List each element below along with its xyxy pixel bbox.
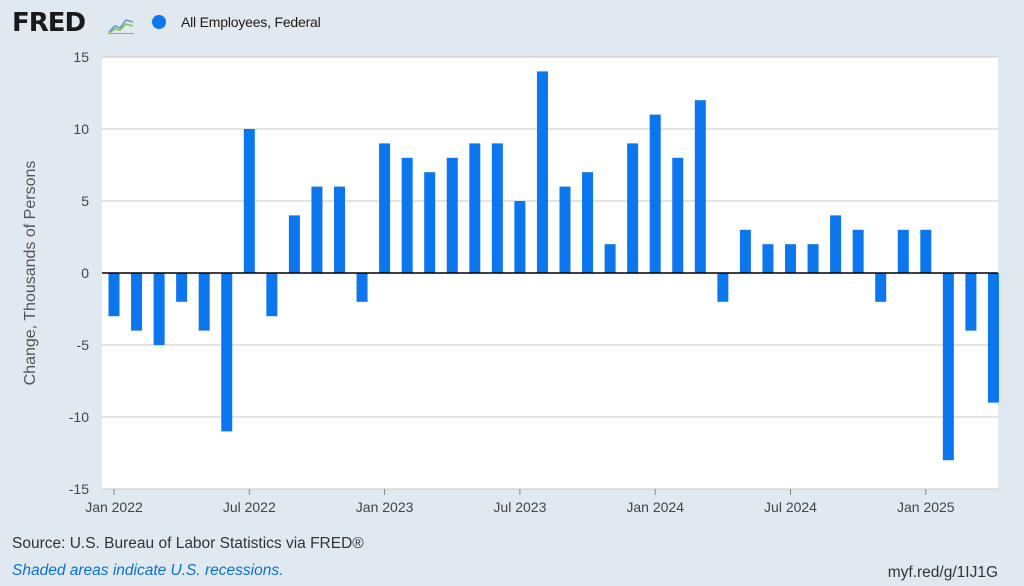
x-tick-label: Jan 2022 [85,499,143,515]
bar [176,273,188,302]
legend[interactable]: All Employees, Federal [152,14,321,30]
bar [491,143,503,273]
bar [739,229,751,273]
bar [785,244,796,273]
bar [243,129,255,273]
y-axis-title: Change, Thousands of Persons [22,161,39,386]
bar [604,244,616,273]
bar [131,273,143,331]
bar [153,273,165,345]
x-tick-label: Jan 2024 [626,499,684,515]
bar [920,229,932,273]
bar [334,186,345,273]
y-tick-label: 5 [81,193,89,209]
y-tick-label: 15 [73,49,89,65]
legend-marker [152,15,166,29]
bar [356,273,368,302]
bar [446,157,458,273]
bar [875,273,887,302]
short-link[interactable]: myf.red/g/1IJ1G [887,564,998,581]
bar [987,273,999,403]
bar [514,201,526,273]
recession-note: Shaded areas indicate U.S. recessions. [12,562,284,579]
y-tick-label: 0 [81,265,89,281]
bar [830,215,842,273]
bar [401,157,413,273]
x-tick-label: Jul 2022 [223,499,276,515]
bar [852,229,864,273]
bar [266,273,278,317]
bar [469,143,481,273]
bar [198,273,210,331]
bar [897,229,909,273]
y-tick-label: 10 [73,121,89,137]
x-tick-label: Jan 2025 [897,499,955,515]
bar [627,143,639,273]
bar [942,273,954,461]
chart-header: FRED All Employees, Federal [0,0,1024,46]
x-tick-label: Jan 2023 [356,499,414,515]
bar [717,273,729,302]
bar [288,215,300,273]
x-tick-label: Jul 2024 [764,499,817,515]
bar [649,114,661,273]
bar [536,71,548,274]
bar [672,157,684,273]
y-tick-label: -15 [69,481,89,497]
bar [762,244,774,273]
source-text: Source: U.S. Bureau of Labor Statistics … [12,535,364,552]
bar [221,273,233,432]
bar [108,273,120,317]
y-tick-label: -5 [77,337,90,353]
bar [582,172,594,273]
bar-chart: 15 10 5 0 -5 -10 -15 Jan 2022 Jul 2022 Jan 2023 Ju… [22,49,999,515]
fred-line-chart-icon [108,14,134,34]
y-tick-label: -10 [69,409,89,425]
bar [424,172,436,273]
bar [559,186,571,273]
bar [694,100,706,273]
bar [965,273,977,331]
legend-label: All Employees, Federal [181,14,321,30]
bar [311,186,323,273]
x-tick-label: Jul 2023 [493,499,546,515]
fred-logo[interactable]: FRED [12,8,86,38]
bar [807,244,819,273]
bar [379,143,391,273]
